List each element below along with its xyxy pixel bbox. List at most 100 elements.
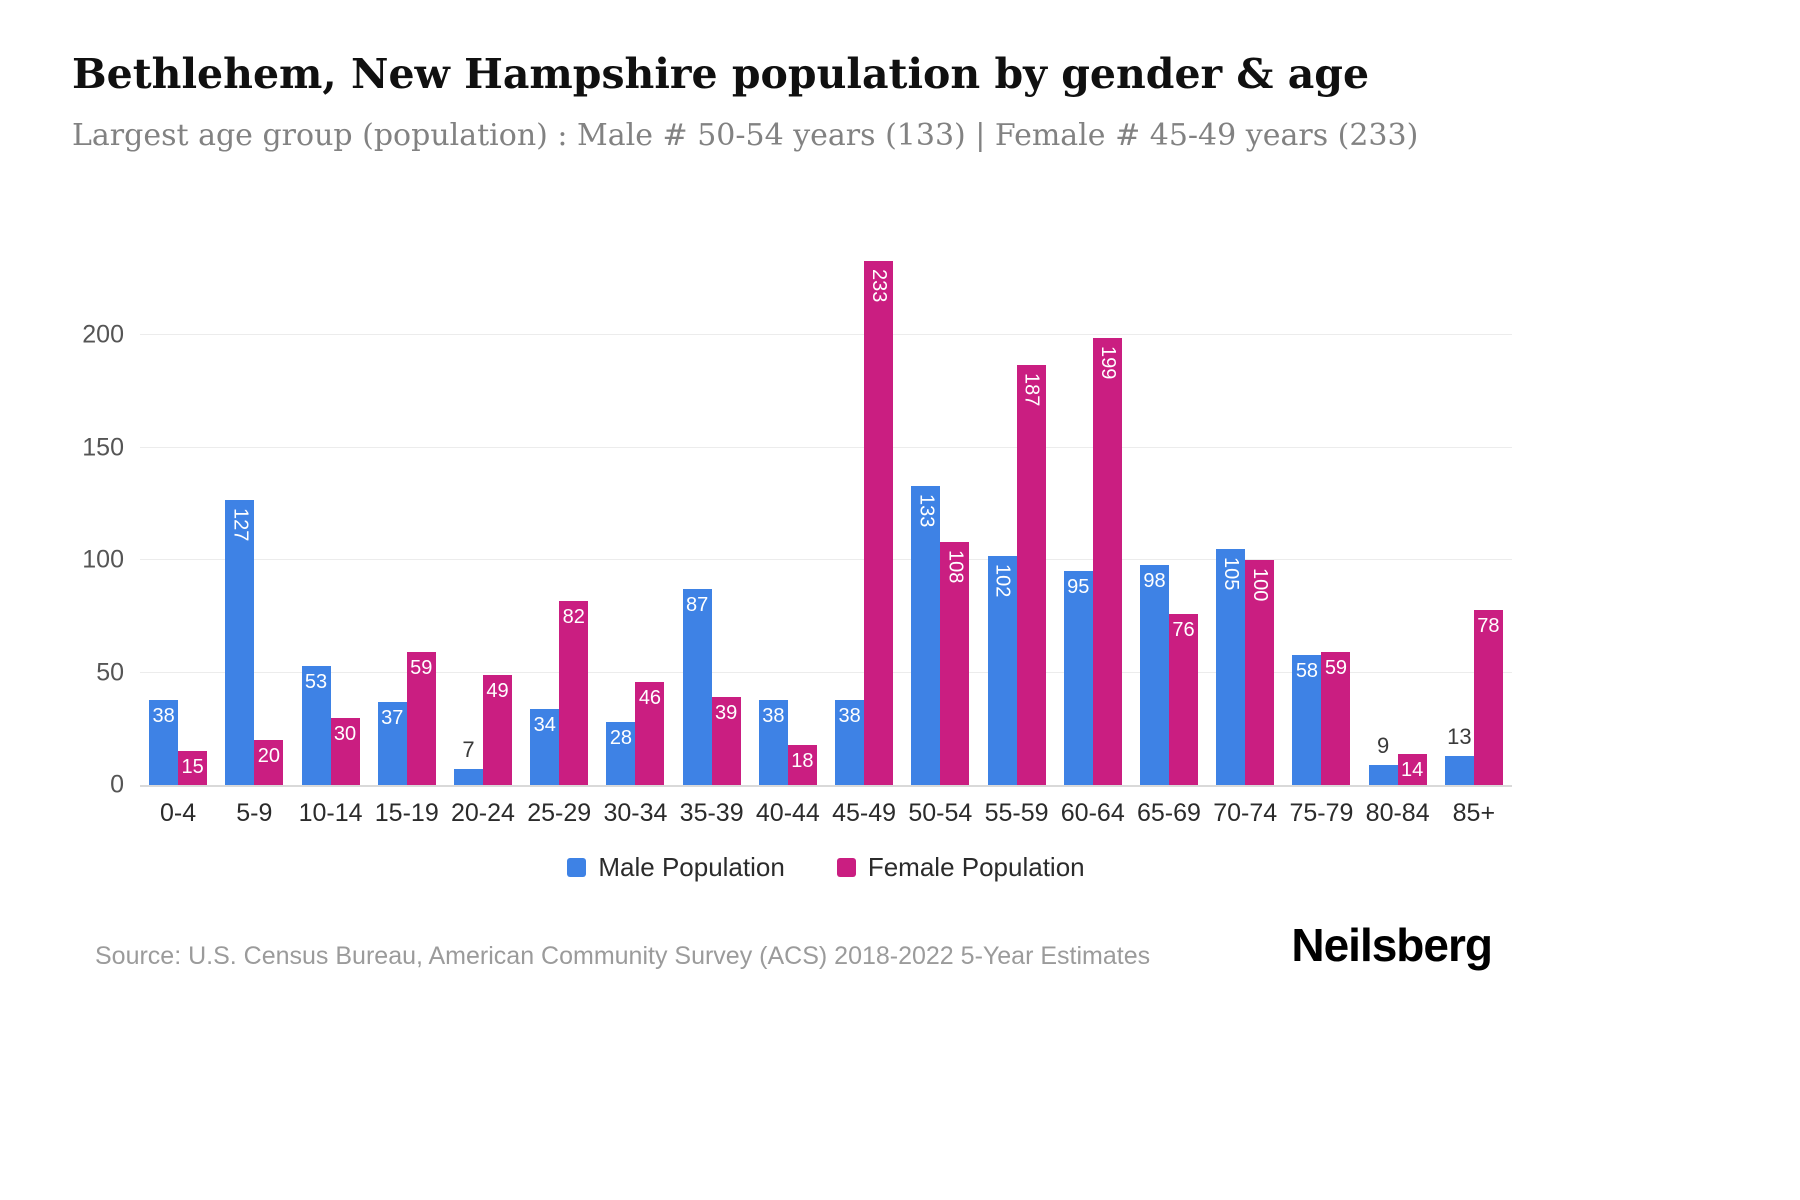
x-axis-tick-40-44: 40-44 [755, 799, 820, 827]
neilsberg-logo: Neilsberg [1291, 919, 1493, 971]
x-axis-tick-85+: 85+ [1452, 799, 1496, 827]
bar-female-20-24[interactable]: 49 [483, 674, 512, 785]
x-axis-tick-65-69: 65-69 [1137, 799, 1201, 827]
bar-male-20-24[interactable]: 7 [454, 737, 483, 785]
gridline-100 [140, 559, 1512, 561]
bar-value-label: 100 [1249, 568, 1272, 602]
bar-value-label: 39 [715, 702, 738, 725]
bar-value-label: 20 [257, 745, 280, 768]
bar-male-25-29[interactable]: 34 [530, 708, 560, 785]
bar-male-40-44[interactable]: 38 [758, 699, 788, 785]
legend-item-female[interactable]: Female Population [836, 852, 1085, 883]
bar-female-25-29[interactable]: 82 [559, 600, 589, 785]
bar-value-label: 9 [1377, 732, 1390, 758]
bar-value-label: 58 [1295, 659, 1319, 682]
bar-value-label: 127 [229, 507, 252, 541]
bar-male-85+[interactable]: 13 [1444, 724, 1474, 785]
bar-female-75-79[interactable]: 59 [1321, 652, 1351, 785]
x-axis-tick-80-84: 80-84 [1365, 799, 1430, 827]
bar-female-60-64[interactable]: 199 [1092, 337, 1122, 785]
bar-value-label: 199 [1096, 345, 1119, 380]
gridline-150 [140, 446, 1512, 448]
bar-value-label: 53 [304, 670, 328, 693]
gridline-50 [140, 671, 1512, 673]
bar-value-label: 34 [533, 713, 556, 736]
bar-male-5-9[interactable]: 127 [225, 499, 255, 785]
bar-female-55-59[interactable]: 187 [1016, 364, 1046, 785]
bar-female-85+[interactable]: 78 [1473, 609, 1503, 785]
legend-label-female: Female Population [867, 852, 1085, 882]
x-axis-tick-50-54: 50-54 [908, 799, 973, 827]
bar-value-label: 87 [686, 594, 709, 617]
bar-value-label: 95 [1067, 576, 1090, 599]
bar-value-label: 133 [915, 494, 938, 528]
bar-female-50-54[interactable]: 108 [940, 542, 970, 785]
x-axis-tick-0-4: 0-4 [160, 799, 197, 827]
bar-female-40-44[interactable]: 18 [787, 744, 817, 785]
bar-male-45-49[interactable]: 38 [835, 699, 865, 785]
bar-value-label: 28 [609, 727, 633, 750]
legend-item-male[interactable]: Male Population [567, 852, 785, 883]
bar-male-80-84[interactable]: 9 [1368, 733, 1398, 785]
bar-male-0-4[interactable]: 38 [149, 699, 179, 785]
bar-female-10-14[interactable]: 30 [330, 717, 360, 785]
bar-value-label: 7 [462, 737, 475, 763]
y-axis-tick-100: 100 [82, 545, 124, 574]
bar-value-label: 108 [944, 550, 967, 584]
x-axis-tick-35-39: 35-39 [679, 799, 744, 827]
bar-male-50-54[interactable]: 133 [911, 486, 941, 785]
y-axis-tick-50: 50 [96, 658, 124, 687]
bar-female-45-49[interactable]: 233 [864, 261, 894, 785]
legend-label-male: Male Population [598, 852, 785, 882]
bar-value-label: 15 [181, 756, 204, 779]
x-axis-tick-25-29: 25-29 [527, 799, 592, 827]
x-axis-tick-70-74: 70-74 [1213, 799, 1278, 827]
x-axis-tick-5-9: 5-9 [236, 799, 273, 827]
bar-female-80-84[interactable]: 14 [1397, 753, 1427, 785]
bar-female-70-74[interactable]: 100 [1245, 560, 1275, 785]
bar-male-35-39[interactable]: 87 [682, 589, 712, 785]
y-axis-tick-0: 0 [110, 770, 124, 799]
bar-female-30-34[interactable]: 46 [635, 681, 665, 785]
bar-female-0-4[interactable]: 15 [178, 751, 208, 785]
chart-title: Bethlehem, New Hampshire population by g… [72, 50, 1370, 98]
x-axis-tick-30-34: 30-34 [603, 799, 668, 827]
bar-value-label: 105 [1220, 556, 1243, 591]
bar-value-label: 82 [562, 605, 585, 628]
bar-male-65-69[interactable]: 98 [1140, 564, 1169, 785]
bar-value-label: 59 [410, 657, 433, 680]
y-axis-tick-150: 150 [82, 433, 124, 462]
x-axis-tick-10-14: 10-14 [298, 799, 363, 827]
legend: Male Population Female Population [140, 852, 1512, 883]
female-series-swatch-icon [836, 858, 856, 877]
plot-area: 0 50 100 150 200 0-4 38 15 5-9 127 20 10-14 53 30 15-1… [82, 205, 1512, 827]
x-axis-tick-45-49: 45-49 [832, 799, 897, 827]
chart-subtitle: Largest age group (population) : Male # … [72, 118, 1419, 153]
bar-female-35-39[interactable]: 39 [711, 697, 741, 785]
bar-value-label: 102 [991, 563, 1014, 598]
bar-value-label: 30 [333, 722, 357, 745]
x-axis-tick-20-24: 20-24 [451, 799, 515, 827]
x-axis-tick-55-59: 55-59 [984, 799, 1049, 827]
male-series-swatch-icon [567, 858, 587, 877]
bar-female-5-9[interactable]: 20 [254, 740, 284, 785]
bar-value-label: 13 [1447, 723, 1472, 749]
bar-value-label: 49 [486, 679, 509, 702]
bar-female-65-69[interactable]: 76 [1169, 614, 1198, 785]
bar-male-60-64[interactable]: 95 [1063, 571, 1093, 785]
bar-value-label: 38 [762, 704, 785, 727]
bar-male-75-79[interactable]: 58 [1292, 654, 1322, 785]
x-axis-tick-15-19: 15-19 [374, 799, 439, 827]
bar-value-label: 187 [1020, 372, 1043, 406]
bar-male-70-74[interactable]: 105 [1216, 548, 1246, 785]
bar-male-55-59[interactable]: 102 [987, 555, 1017, 785]
bar-male-15-19[interactable]: 37 [377, 701, 407, 785]
bar-value-label: 59 [1324, 657, 1348, 680]
bar-value-label: 46 [638, 686, 662, 709]
bar-male-10-14[interactable]: 53 [301, 665, 331, 785]
bar-male-30-34[interactable]: 28 [606, 722, 636, 785]
bar-female-15-19[interactable]: 59 [406, 652, 436, 785]
bar-value-label: 18 [791, 749, 814, 772]
bar-value-label: 233 [868, 269, 891, 303]
